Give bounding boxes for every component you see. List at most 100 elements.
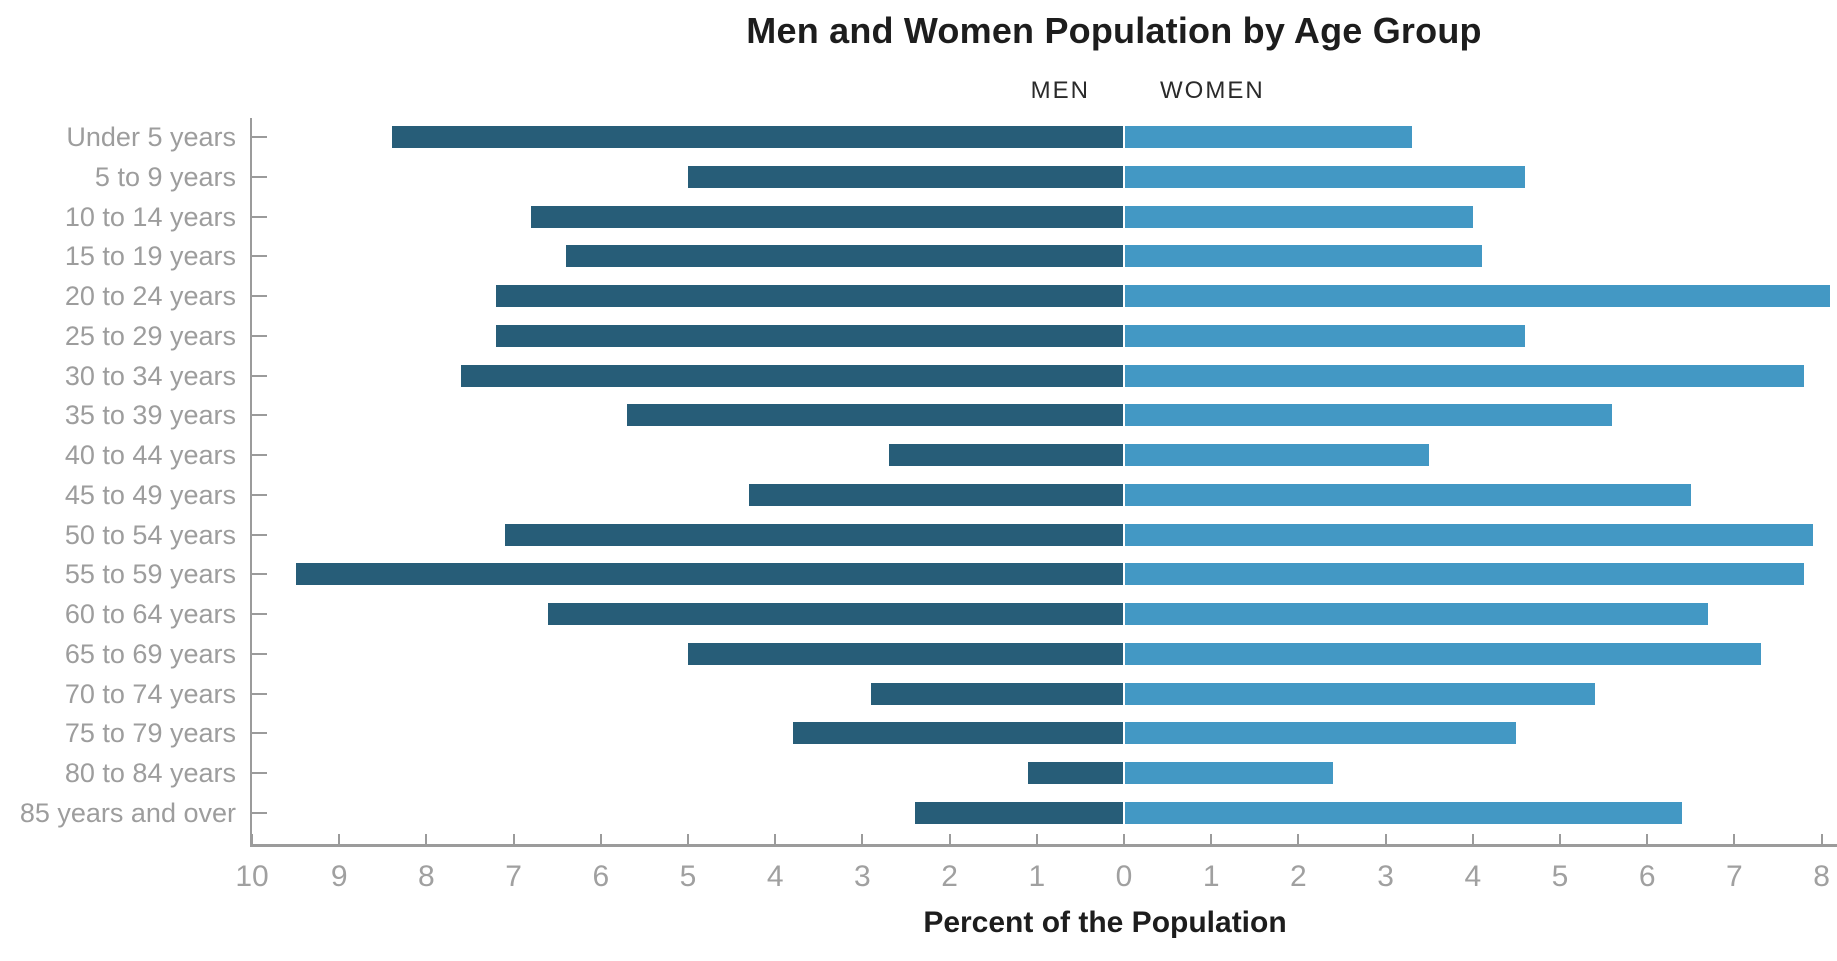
age-group-label: 20 to 24 years — [64, 281, 236, 311]
y-axis-tick — [250, 772, 267, 774]
men-bar — [461, 364, 1123, 387]
age-group-label: Under 5 years — [66, 122, 236, 152]
x-tick-label: 3 — [854, 860, 871, 893]
men-bar — [792, 722, 1123, 745]
x-axis-tick — [425, 834, 428, 844]
age-group-label: 65 to 69 years — [64, 638, 236, 669]
x-axis-tick — [599, 834, 602, 844]
y-axis-tick — [250, 811, 267, 814]
women-bar — [1125, 682, 1595, 705]
x-tick-label: 1 — [1202, 860, 1220, 893]
legend-men-label: MEN — [1030, 77, 1090, 104]
x-axis-tick — [251, 834, 253, 844]
men-bar — [496, 285, 1123, 307]
men-bar — [626, 404, 1123, 427]
y-axis-tick — [250, 255, 267, 258]
x-axis-tick — [1035, 834, 1038, 844]
age-group-label: 30 to 34 years — [64, 360, 236, 391]
y-axis-tick — [250, 573, 267, 576]
men-bar — [871, 682, 1123, 705]
x-axis-line — [250, 844, 1837, 847]
x-tick-label: 9 — [330, 860, 348, 893]
age-group-label: 85 years and over — [19, 797, 236, 828]
women-bar — [1125, 722, 1517, 745]
legend-women-label: WOMEN — [1160, 77, 1265, 104]
x-tick-label: 8 — [418, 860, 435, 893]
y-axis-tick — [250, 652, 267, 655]
y-axis-tick — [250, 613, 267, 615]
chart-title: Men and Women Population by Age Group — [746, 10, 1482, 51]
age-group-label: 25 to 29 years — [64, 320, 236, 351]
x-axis-tick — [1297, 834, 1300, 844]
x-axis-tick — [948, 834, 951, 844]
x-axis-tick — [1646, 834, 1649, 844]
y-axis-tick — [250, 334, 267, 337]
x-tick-label: 4 — [766, 860, 784, 893]
x-axis-tick — [1733, 834, 1736, 844]
women-bar — [1125, 603, 1709, 625]
age-group-label: 40 to 44 years — [64, 440, 236, 470]
y-axis-tick — [250, 414, 267, 417]
men-bar — [1028, 762, 1123, 784]
y-axis-tick — [250, 136, 267, 138]
age-group-label: 80 to 84 years — [64, 758, 236, 788]
x-axis-tick — [1384, 834, 1387, 844]
men-bar — [391, 126, 1123, 148]
y-axis-tick — [250, 692, 267, 695]
men-bar — [749, 483, 1123, 506]
women-bar — [1125, 364, 1805, 387]
x-tick-label: 4 — [1464, 860, 1482, 893]
x-tick-label: 0 — [1115, 860, 1133, 893]
x-axis-tick — [1210, 834, 1213, 844]
y-axis-tick — [250, 374, 267, 377]
x-tick-label: 1 — [1028, 860, 1046, 893]
x-axis-tick — [1559, 834, 1561, 844]
y-axis-line — [250, 118, 252, 847]
x-axis-tick — [338, 834, 341, 844]
women-bar — [1125, 563, 1805, 586]
women-bar — [1125, 285, 1831, 307]
women-bar — [1125, 404, 1613, 427]
men-bar — [565, 245, 1123, 268]
age-group-label: 5 to 9 years — [94, 161, 236, 192]
x-tick-label: 3 — [1377, 860, 1394, 893]
women-bar — [1125, 642, 1761, 665]
age-group-label: 45 to 49 years — [64, 479, 236, 510]
age-group-label: 15 to 19 years — [64, 241, 236, 272]
age-group-label: 60 to 64 years — [64, 599, 236, 629]
women-bar — [1125, 205, 1473, 228]
x-tick-label: 6 — [1638, 860, 1656, 893]
men-bar — [888, 444, 1123, 466]
men-bar — [688, 642, 1123, 665]
x-tick-label: 2 — [941, 860, 958, 893]
men-bar — [914, 801, 1123, 824]
x-tick-label: 6 — [592, 860, 610, 893]
age-group-label: 70 to 74 years — [64, 678, 236, 709]
x-tick-label: 2 — [1290, 860, 1307, 893]
age-group-label: 55 to 59 years — [64, 559, 236, 590]
women-bar — [1125, 523, 1813, 546]
x-axis-tick — [687, 834, 689, 844]
y-axis-tick — [250, 295, 267, 297]
y-axis-tick — [250, 493, 267, 496]
x-axis-tick — [861, 834, 864, 844]
x-tick-label: 7 — [505, 860, 522, 893]
x-tick-label: 10 — [235, 860, 269, 893]
women-bar — [1125, 324, 1526, 347]
men-bar — [531, 205, 1123, 228]
y-axis-tick — [250, 175, 267, 178]
age-group-label: 10 to 14 years — [64, 201, 236, 232]
x-tick-label: 7 — [1726, 860, 1743, 893]
women-bar — [1125, 444, 1430, 466]
women-bar — [1125, 801, 1683, 824]
men-bar — [496, 324, 1123, 347]
y-axis-tick — [250, 454, 267, 456]
women-bar — [1125, 483, 1691, 506]
age-group-label: 35 to 39 years — [64, 400, 236, 431]
women-bar — [1125, 245, 1482, 268]
x-axis-tick — [774, 834, 777, 844]
y-axis-tick — [250, 732, 267, 735]
y-axis-tick — [250, 215, 267, 218]
x-axis-title: Percent of the Population — [923, 906, 1287, 939]
